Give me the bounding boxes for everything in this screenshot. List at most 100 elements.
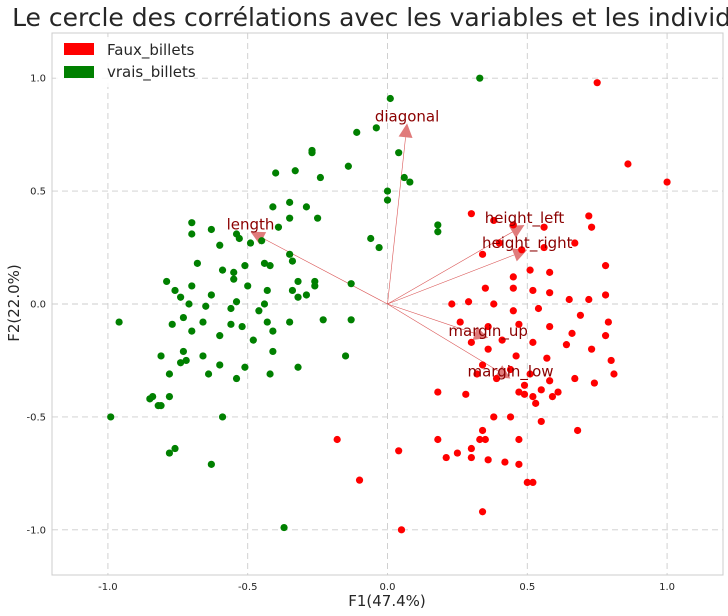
scatter-points bbox=[107, 74, 671, 534]
point-faux-billet bbox=[546, 322, 554, 331]
point-vrai-billet bbox=[230, 268, 238, 276]
point-faux-billet bbox=[601, 262, 610, 270]
point-vrai-billet bbox=[344, 162, 352, 170]
point-vrai-billet bbox=[434, 228, 442, 236]
point-faux-billet bbox=[484, 345, 492, 353]
point-vrai-billet bbox=[263, 318, 271, 326]
point-vrai-billet bbox=[207, 460, 215, 468]
point-faux-billet bbox=[456, 318, 464, 326]
point-vrai-billet bbox=[347, 280, 355, 288]
point-vrai-billet bbox=[258, 237, 266, 245]
point-vrai-billet bbox=[165, 392, 174, 401]
chart-title: Le cercle des corrélations avec les vari… bbox=[12, 3, 728, 32]
point-vrai-billet bbox=[154, 402, 162, 410]
point-faux-billet bbox=[434, 435, 442, 444]
point-faux-billet bbox=[478, 508, 487, 516]
point-vrai-billet bbox=[294, 293, 302, 301]
point-vrai-billet bbox=[386, 94, 394, 103]
point-faux-billet bbox=[448, 300, 456, 308]
point-vrai-billet bbox=[269, 203, 277, 211]
point-vrai-billet bbox=[294, 277, 302, 286]
point-faux-billet bbox=[546, 268, 554, 276]
loading-arrow-line bbox=[387, 303, 499, 372]
point-faux-billet bbox=[478, 250, 487, 258]
point-faux-billet bbox=[484, 456, 492, 464]
point-vrai-billet bbox=[146, 395, 154, 403]
point-vrai-billet bbox=[241, 262, 249, 270]
point-vrai-billet bbox=[288, 286, 297, 295]
point-vrai-billet bbox=[308, 149, 316, 157]
point-vrai-billet bbox=[263, 286, 271, 295]
point-vrai-billet bbox=[367, 234, 375, 243]
point-faux-billet bbox=[601, 332, 610, 340]
point-faux-billet bbox=[604, 318, 612, 326]
x-tick-label: -1.0 bbox=[98, 582, 118, 593]
point-vrai-billet bbox=[199, 352, 207, 360]
point-vrai-billet bbox=[115, 318, 123, 326]
point-vrai-billet bbox=[107, 413, 115, 421]
point-faux-billet bbox=[481, 284, 489, 292]
point-vrai-billet bbox=[177, 359, 185, 367]
point-vrai-billet bbox=[347, 316, 355, 324]
point-vrai-billet bbox=[246, 239, 255, 247]
point-faux-billet bbox=[515, 435, 523, 444]
point-vrai-billet bbox=[188, 219, 196, 227]
x-tick-label: 1.0 bbox=[659, 582, 675, 593]
point-faux-billet bbox=[585, 295, 593, 304]
point-faux-billet bbox=[663, 178, 671, 186]
point-faux-billet bbox=[518, 246, 526, 254]
point-vrai-billet bbox=[269, 327, 277, 335]
point-faux-billet bbox=[509, 273, 517, 281]
point-faux-billet bbox=[333, 435, 341, 444]
point-faux-billet bbox=[571, 374, 579, 383]
x-tick-label: 0.0 bbox=[380, 582, 396, 593]
point-vrai-billet bbox=[244, 282, 252, 290]
loading-label: diagonal bbox=[375, 107, 439, 125]
point-vrai-billet bbox=[286, 214, 294, 222]
point-vrai-billet bbox=[266, 370, 274, 378]
loading-arrow-head bbox=[398, 123, 413, 139]
legend-swatch-vrais bbox=[64, 66, 94, 78]
y-tick-label: -1.0 bbox=[26, 525, 46, 536]
point-faux-billet bbox=[568, 329, 576, 337]
point-faux-billet bbox=[576, 311, 585, 319]
point-faux-billet bbox=[478, 361, 487, 369]
point-faux-billet bbox=[554, 388, 562, 396]
point-vrai-billet bbox=[216, 332, 224, 340]
loading-arrow-line bbox=[387, 231, 513, 305]
point-vrai-billet bbox=[179, 313, 188, 322]
point-vrai-billet bbox=[311, 282, 319, 290]
point-faux-billet bbox=[397, 526, 406, 534]
point-faux-billet bbox=[574, 426, 582, 435]
point-faux-billet bbox=[509, 284, 517, 292]
point-vrai-billet bbox=[372, 124, 380, 132]
point-vrai-billet bbox=[266, 262, 274, 270]
point-faux-billet bbox=[395, 447, 403, 455]
point-vrai-billet bbox=[177, 293, 185, 301]
point-vrai-billet bbox=[230, 275, 238, 283]
legend-label-faux: Faux_billets bbox=[107, 41, 194, 60]
y-tick-label: 0.5 bbox=[30, 187, 46, 198]
point-faux-billet bbox=[537, 417, 545, 426]
point-vrai-billet bbox=[395, 149, 403, 157]
point-vrai-billet bbox=[188, 230, 196, 238]
x-tick-label: -0.5 bbox=[238, 582, 258, 593]
point-faux-billet bbox=[565, 295, 573, 304]
loading-arrow-line bbox=[387, 254, 515, 305]
point-vrai-billet bbox=[165, 449, 174, 457]
legend-swatch-faux bbox=[64, 43, 94, 55]
point-faux-billet bbox=[473, 370, 481, 378]
point-vrai-billet bbox=[241, 363, 249, 371]
point-faux-billet bbox=[484, 322, 492, 331]
point-vrai-billet bbox=[185, 300, 193, 308]
point-faux-billet bbox=[587, 345, 596, 353]
point-faux-billet bbox=[467, 338, 475, 346]
y-axis-label: F2(22.0%) bbox=[5, 264, 23, 342]
point-vrai-billet bbox=[165, 370, 174, 378]
point-faux-billet bbox=[543, 354, 551, 362]
point-vrai-billet bbox=[272, 169, 280, 177]
point-vrai-billet bbox=[316, 173, 324, 182]
point-faux-billet bbox=[464, 298, 473, 306]
loading-label: height_right bbox=[482, 234, 573, 253]
loading-arrow-head bbox=[494, 365, 511, 379]
